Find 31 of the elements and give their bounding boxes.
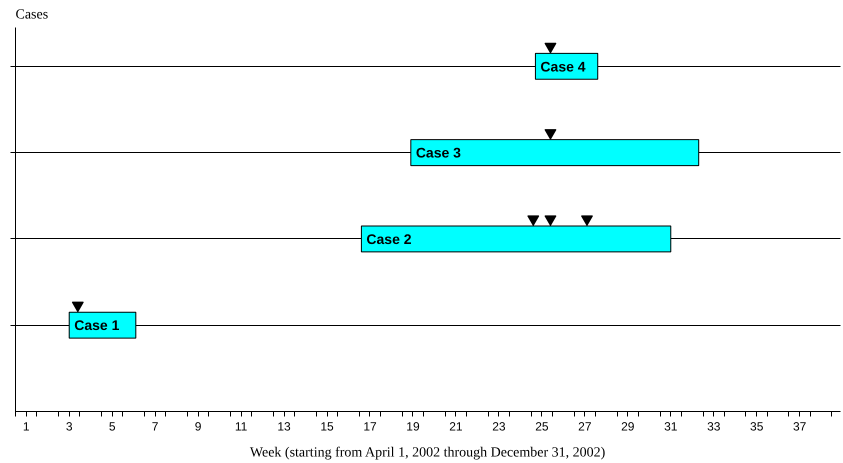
x-tick-label: 3 xyxy=(66,420,73,434)
x-tick-label: 1 xyxy=(22,420,30,434)
x-tick-label: 17 xyxy=(363,420,377,434)
x-tick-label: 35 xyxy=(750,420,764,434)
x-axis-title: Week (starting from April 1, 2002 through December 31, 2002) xyxy=(250,446,606,460)
x-tick-label: 25 xyxy=(535,420,549,434)
x-tick-label: 9 xyxy=(194,420,202,434)
y-tick-label: Case 2 xyxy=(366,230,412,247)
x-tick-label: 33 xyxy=(707,420,721,434)
y-axis-title: Cases xyxy=(16,8,48,22)
x-tick-label: 15 xyxy=(320,420,334,434)
x-tick-label: 29 xyxy=(621,420,635,434)
y-tick-label: Case 1 xyxy=(74,317,120,334)
x-tick-label: 13 xyxy=(277,420,292,434)
point xyxy=(72,302,84,312)
x-tick-label: 27 xyxy=(578,420,592,434)
point xyxy=(544,215,556,226)
y-tick-label: Case 4 xyxy=(540,58,586,74)
point xyxy=(527,215,540,226)
x-tick-label: 31 xyxy=(664,420,678,434)
x-tick-label: 19 xyxy=(406,420,420,434)
point xyxy=(580,215,593,226)
x-tick-label: 23 xyxy=(492,420,506,434)
point xyxy=(544,129,556,140)
x-tick-label: 21 xyxy=(449,420,463,434)
x-tick-label: 37 xyxy=(793,420,807,434)
x-tick-label: 5 xyxy=(108,420,116,434)
point xyxy=(544,42,556,54)
x-tick-label: 11 xyxy=(234,420,248,434)
x-tick-label: 7 xyxy=(152,420,159,434)
y-tick-label: Case 3 xyxy=(416,144,462,161)
